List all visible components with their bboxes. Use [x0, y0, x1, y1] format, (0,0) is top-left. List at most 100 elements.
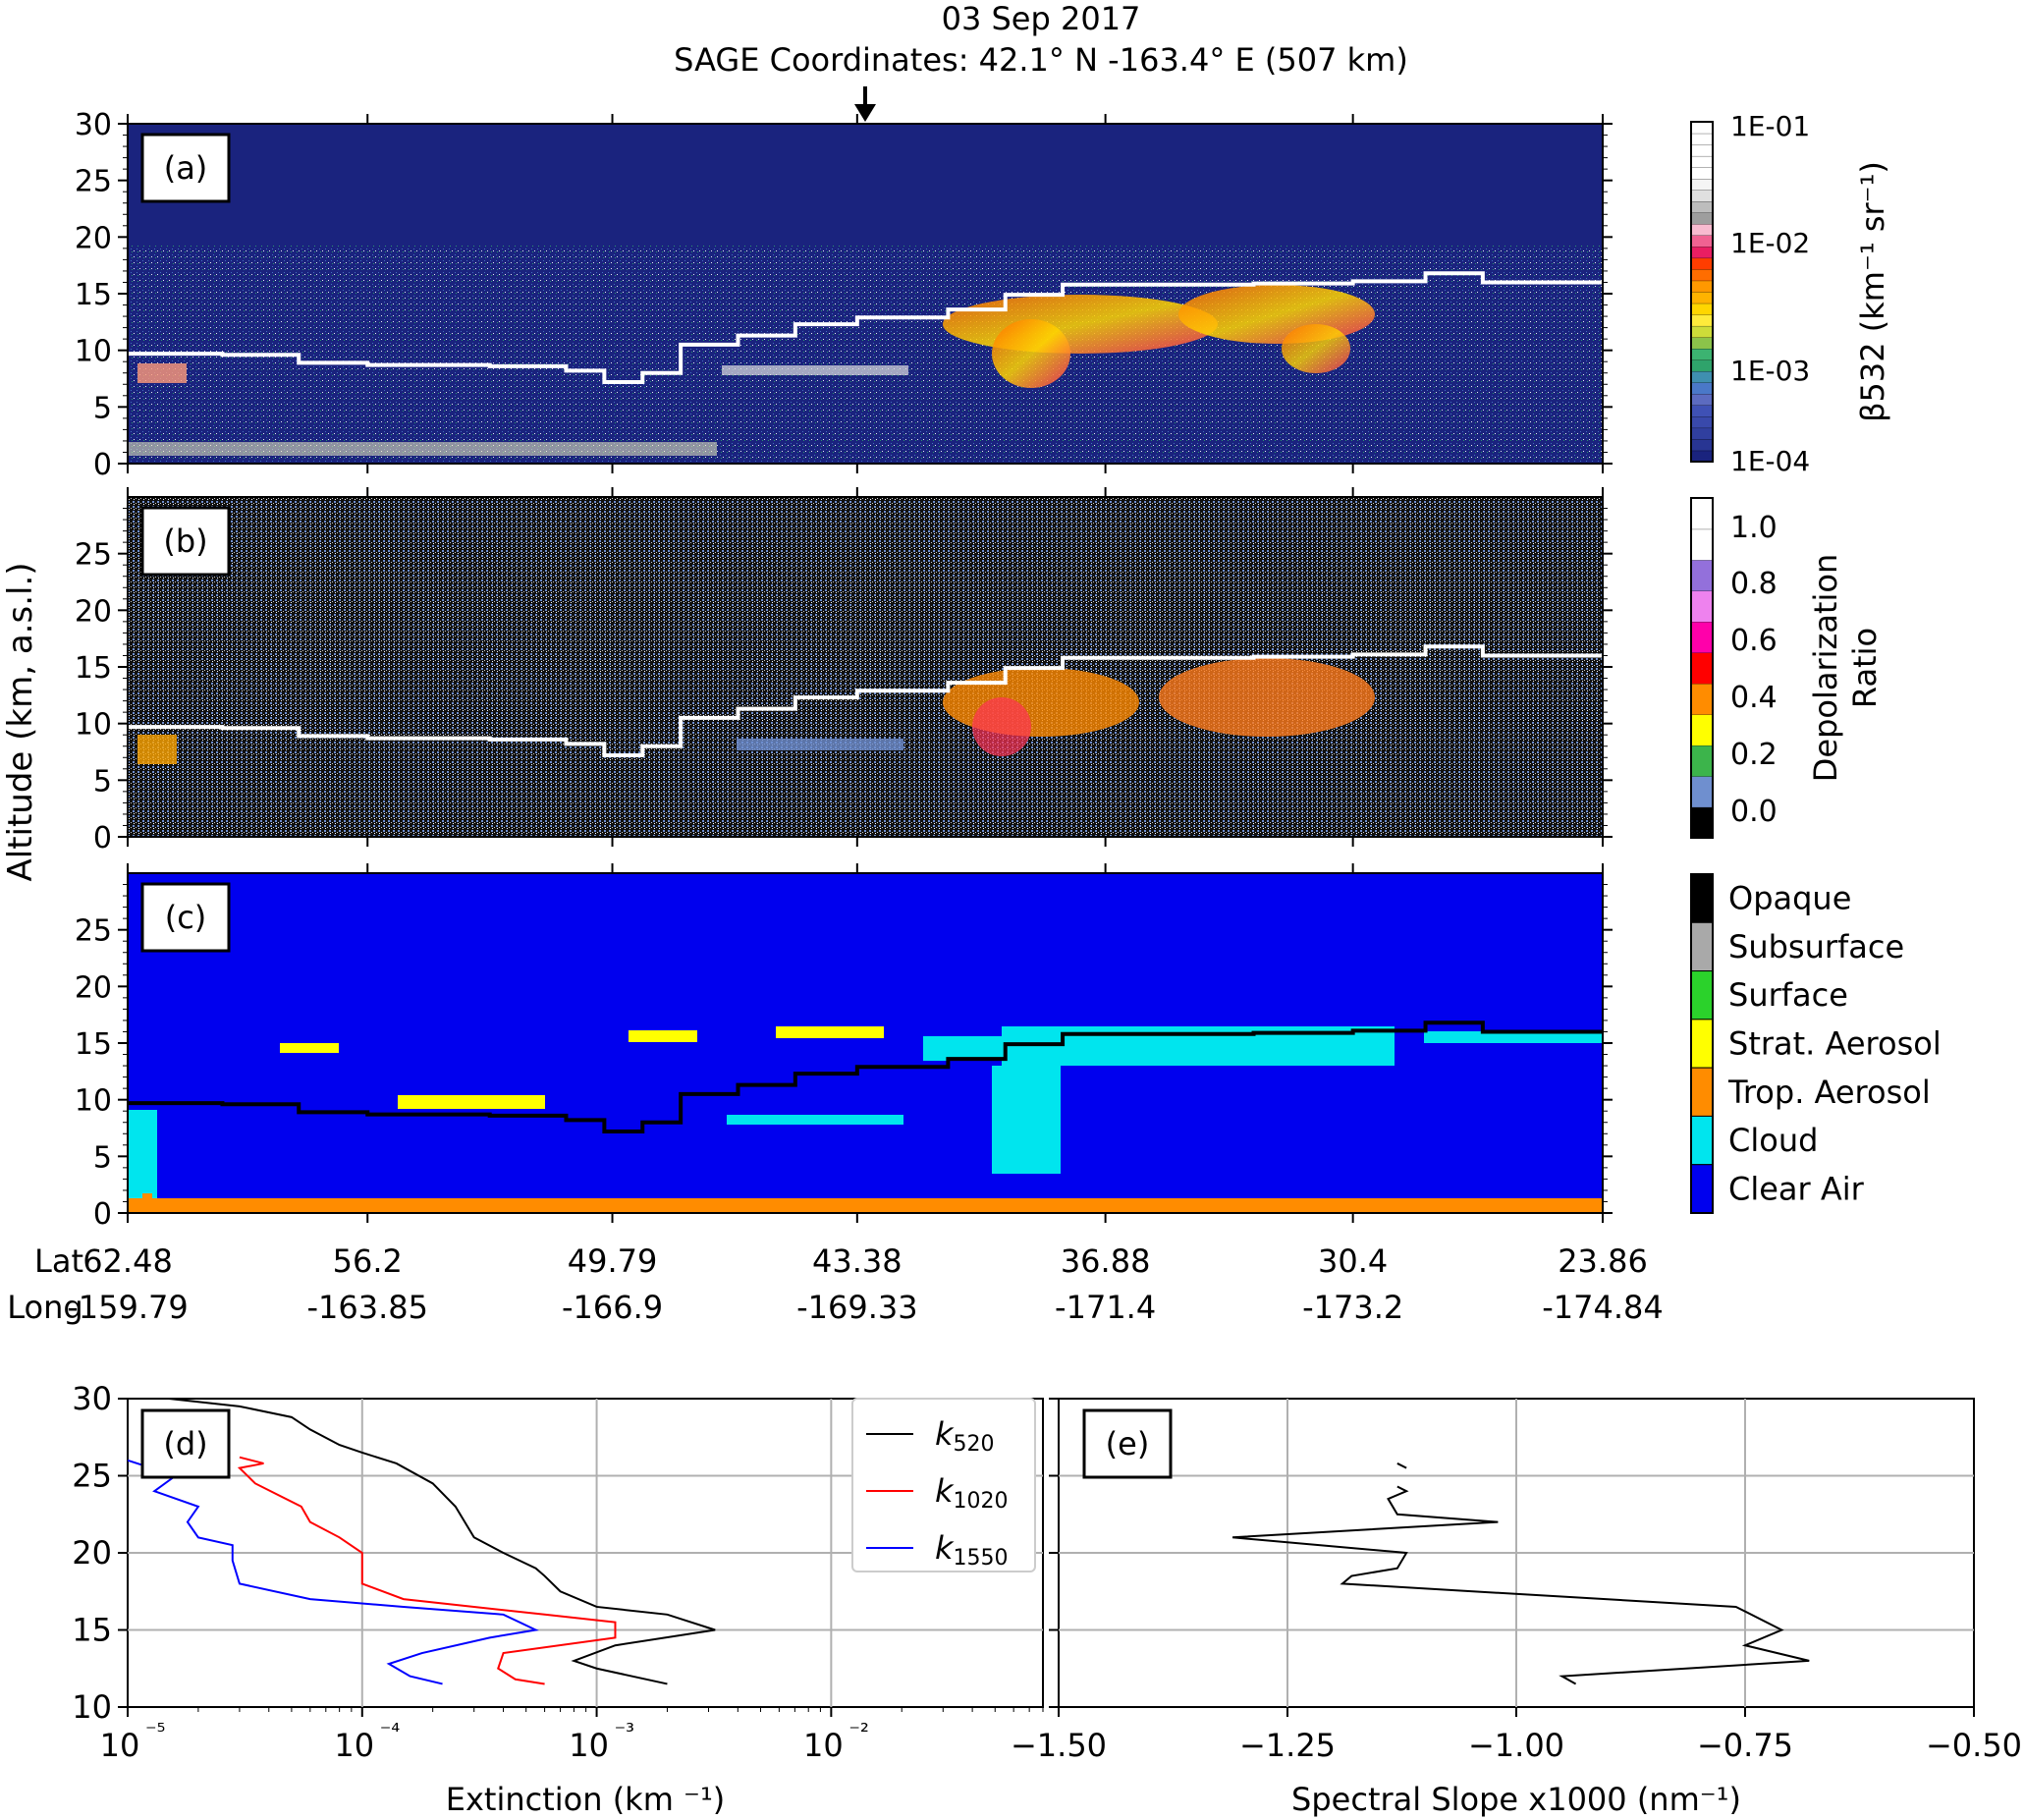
y-tick-label: 25 [72, 1458, 112, 1495]
class-label: Clear Air [1728, 1170, 1865, 1207]
track-long-label: Long [7, 1289, 82, 1326]
colorbar-b-label: Depolarization [1807, 554, 1844, 782]
class-swatch [1690, 921, 1714, 972]
panel-e-xlabel: Spectral Slope x1000 (nm⁻¹) [1291, 1781, 1741, 1818]
track-lat-value: 36.88 [1061, 1242, 1151, 1280]
x-tick-label: −0.50 [1926, 1727, 2022, 1764]
colorbar-a-swatch [1690, 178, 1714, 191]
colorbar-b-label: Ratio [1846, 628, 1884, 708]
colorbar-a: 1E-01 1E-02 1E-03 1E-04 β532 (km⁻¹ sr⁻¹) [1690, 110, 1891, 477]
colorbar-a-swatch [1690, 143, 1714, 157]
y-tick-label: 0 [93, 1197, 112, 1232]
y-tick-label: 20 [72, 1534, 112, 1572]
colorbar-b-tick: 1.0 [1730, 511, 1778, 545]
sage-location-arrow [854, 86, 876, 122]
x-tick-label: −0.75 [1697, 1727, 1793, 1764]
class-swatch [1690, 1067, 1714, 1117]
colorbar-b-swatch [1690, 559, 1714, 592]
colorbar-a-swatch [1690, 268, 1714, 282]
track-lat-value: 62.48 [82, 1242, 173, 1280]
track-long-value: -166.9 [562, 1289, 663, 1326]
y-tick-label: 15 [75, 651, 112, 686]
y-tick-label: 25 [75, 914, 112, 949]
colorbar-b-tick: 0.6 [1730, 624, 1778, 658]
colorbar-a-swatch [1690, 121, 1714, 135]
panel-b-cloud-features [137, 658, 1375, 764]
colorbar-a-swatch [1690, 235, 1714, 248]
panel-b-label: (b) [163, 523, 207, 560]
x-tick-label: 10 [100, 1727, 140, 1764]
colorbar-b-swatch [1690, 497, 1714, 530]
colorbar-a-swatch [1690, 257, 1714, 270]
x-tick-exponent: ⁻⁵ [145, 1720, 165, 1744]
y-tick-label: 15 [75, 278, 112, 312]
panel-c-label: (c) [165, 899, 207, 936]
colorbar-a-tick: 1E-03 [1730, 355, 1810, 387]
colorbar-b: 1.0 0.8 0.6 0.4 0.2 0.0 Depolarization R… [1690, 497, 1884, 839]
header-date: 03 Sep 2017 [942, 0, 1141, 37]
legend-label: k1550 [935, 1529, 1009, 1571]
class-label: Surface [1728, 976, 1848, 1014]
colorbar-b-swatch [1690, 621, 1714, 653]
colorbar-a-swatch [1690, 190, 1714, 202]
y-tick-label: 10 [75, 708, 112, 743]
x-tick-label: 10 [803, 1727, 844, 1764]
series-line-slope-fragment [1396, 1462, 1407, 1469]
panel-b-depolarization: 0 5 10 15 20 25 (b) [75, 487, 1613, 855]
track-long-value: -173.2 [1302, 1289, 1403, 1326]
track-lat-value: 43.38 [812, 1242, 903, 1280]
y-tick-label: 15 [72, 1612, 112, 1649]
colorbar-b-swatch [1690, 714, 1714, 746]
colorbar-a-swatch [1690, 291, 1714, 304]
series-line-slope [1231, 1485, 1810, 1685]
track-long-value: -171.4 [1055, 1289, 1156, 1326]
y-tick-label: 25 [75, 538, 112, 573]
series-line-k1020 [237, 1456, 617, 1685]
colorbar-b-swatch [1690, 683, 1714, 715]
class-legend-frame [1690, 873, 1714, 1214]
y-tick-label: 0 [93, 821, 112, 855]
legend-box [851, 1398, 1036, 1572]
track-lat-value: 30.4 [1318, 1242, 1388, 1280]
class-legend: Opaque Subsurface Surface Strat. Aerosol Tro… [1690, 873, 1942, 1214]
y-tick-label: 10 [75, 335, 112, 369]
series-line-k520 [168, 1398, 716, 1685]
class-label: Cloud [1728, 1122, 1818, 1159]
panel-a-y-axis: 0 5 10 15 20 25 30 [75, 108, 1613, 482]
colorbar-b-tick: 0.2 [1730, 738, 1778, 772]
panel-a-tropopause-line [128, 271, 1603, 384]
colorbar-b-tick: 0.4 [1730, 681, 1778, 715]
colorbar-b-tick: 0.8 [1730, 567, 1778, 601]
track-long-value: -174.84 [1542, 1289, 1664, 1326]
x-tick-label: −1.25 [1239, 1727, 1336, 1764]
x-tick-exponent: ⁻³ [615, 1720, 634, 1744]
colorbar-b-swatch [1690, 590, 1714, 623]
shared-ylabel: Altitude (km, a.s.l.) [1, 562, 40, 881]
colorbar-a-swatch [1690, 438, 1714, 452]
panel-a-backscatter: 0 5 10 15 20 25 30 (a) [75, 108, 1613, 482]
y-tick-label: 10 [75, 1084, 112, 1119]
colorbar-a-swatch [1690, 155, 1714, 168]
panel-a-signal-noise [128, 246, 1603, 464]
series-line-k1550 [127, 1459, 539, 1685]
y-tick-label: 25 [75, 165, 112, 199]
colorbar-a-swatch [1690, 200, 1714, 213]
colorbar-a-tick: 1E-01 [1730, 110, 1810, 142]
class-swatch [1690, 1164, 1714, 1214]
y-tick-label: 20 [75, 594, 112, 629]
class-swatch [1690, 873, 1714, 923]
class-label: Subsurface [1728, 928, 1904, 965]
track-long-value: -159.79 [67, 1289, 189, 1326]
colorbar-b-swatch [1690, 745, 1714, 777]
colorbar-a-swatch [1690, 359, 1714, 372]
colorbar-a-swatch [1690, 427, 1714, 440]
class-swatch [1690, 1115, 1714, 1166]
track-lat-value: 49.79 [568, 1242, 658, 1280]
panel-e-spectral-slope: −1.50 −1.25 −1.00 −0.75 −0.50 (e) Spectral S… [1011, 1398, 2022, 1818]
y-tick-label: 20 [75, 970, 112, 1005]
track-lat-value: 56.2 [333, 1242, 403, 1280]
header-coords: SAGE Coordinates: 42.1° N -163.4° E (507… [674, 41, 1408, 79]
colorbar-b-swatch [1690, 806, 1714, 839]
